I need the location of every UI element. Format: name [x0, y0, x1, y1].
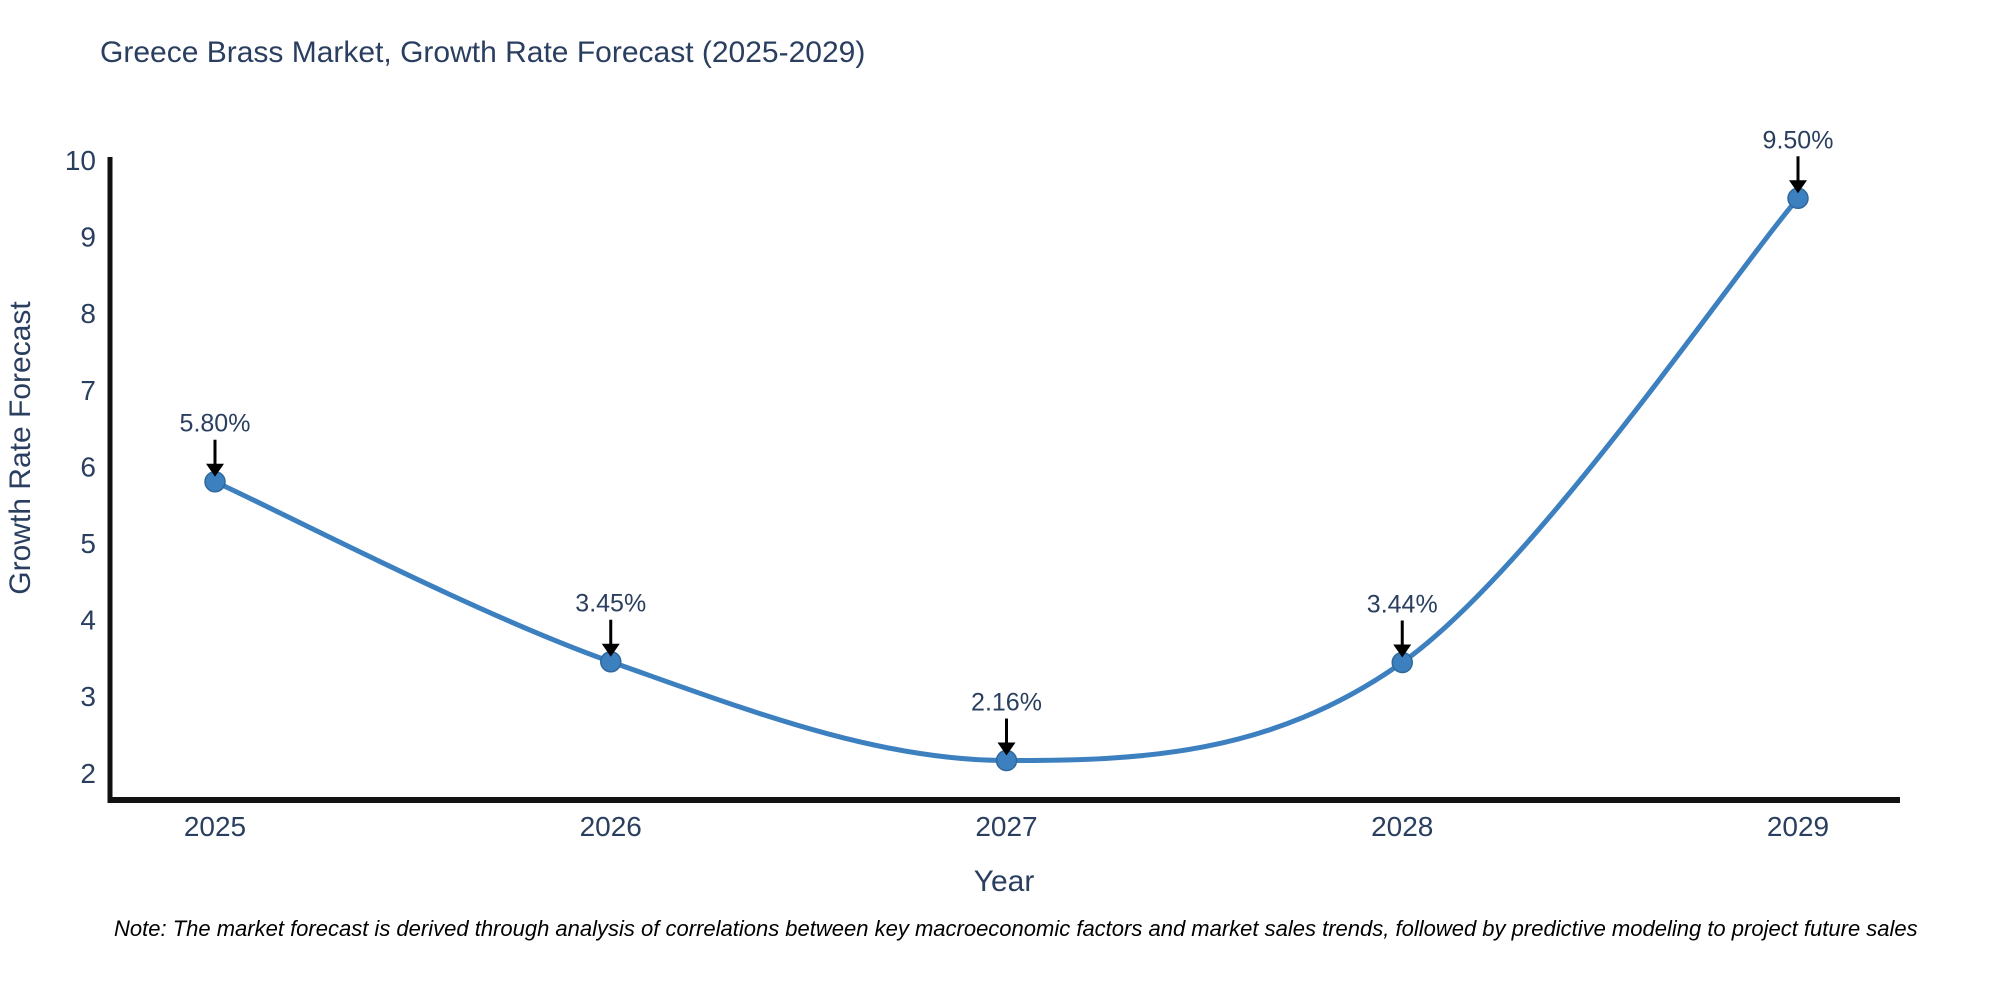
- x-tick-label: 2028: [1371, 811, 1433, 842]
- chart-title: Greece Brass Market, Growth Rate Forecas…: [100, 36, 866, 69]
- x-tick-label: 2025: [184, 811, 246, 842]
- data-point-label: 3.45%: [575, 590, 646, 618]
- annotation-arrow-head: [206, 463, 224, 477]
- data-point-label: 2.16%: [971, 689, 1042, 717]
- y-tick-label: 10: [65, 145, 96, 176]
- x-axis-title: Year: [974, 865, 1035, 898]
- y-tick-label: 9: [80, 222, 96, 253]
- annotation-arrow-head: [1393, 644, 1412, 658]
- data-point-label: 3.44%: [1367, 590, 1438, 618]
- y-tick-label: 3: [80, 681, 96, 712]
- annotation-arrow-head: [1789, 180, 1807, 194]
- data-point-label: 5.80%: [180, 410, 251, 438]
- y-tick-label: 7: [80, 375, 96, 406]
- x-tick-label: 2027: [975, 811, 1037, 842]
- x-tick-label: 2029: [1767, 811, 1829, 842]
- x-tick-label: 2026: [580, 811, 642, 842]
- data-point-label: 9.50%: [1763, 126, 1834, 154]
- forecast-line: [212, 195, 1801, 764]
- y-axis-title: Growth Rate Forecast: [4, 301, 37, 595]
- annotation-arrow-head: [997, 742, 1016, 756]
- annotation-arrow-head: [601, 643, 620, 657]
- y-tick-label: 2: [80, 758, 96, 789]
- chart-footnote: Note: The market forecast is derived thr…: [114, 916, 1918, 941]
- y-tick-label: 5: [80, 528, 96, 559]
- y-tick-label: 8: [80, 298, 96, 329]
- y-tick-label: 4: [80, 605, 96, 636]
- y-tick-label: 6: [80, 451, 96, 482]
